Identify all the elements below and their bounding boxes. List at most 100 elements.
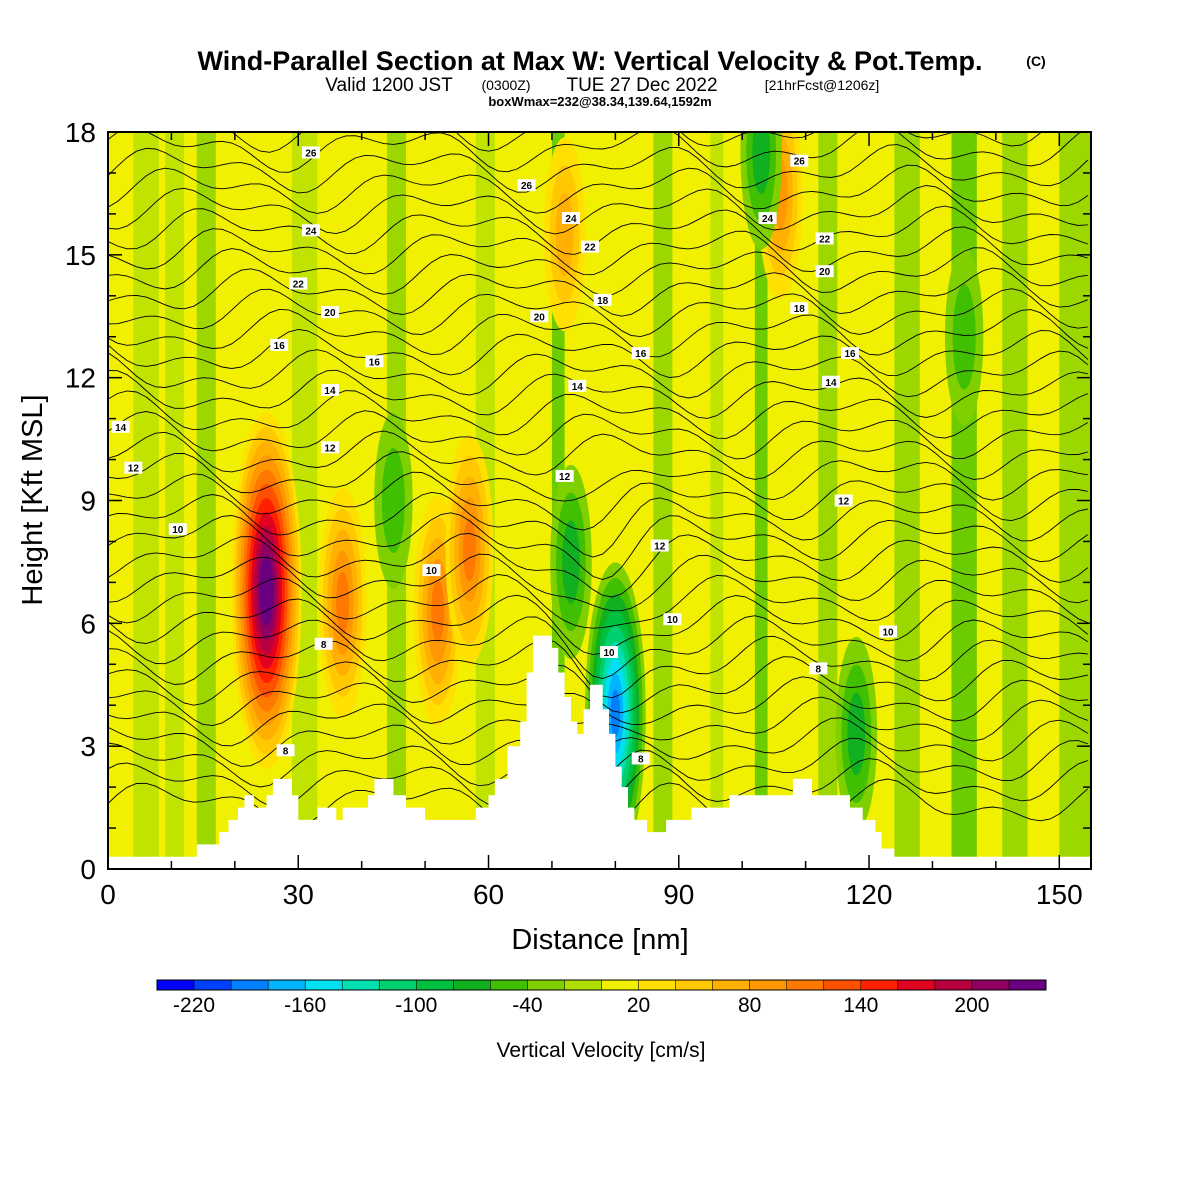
theta-label-bg — [561, 211, 580, 224]
theta-label: 14 — [825, 378, 837, 389]
colorbar-swatch — [675, 980, 714, 990]
colorbar-tick-label: -40 — [512, 994, 542, 1017]
colorbar-swatch — [527, 980, 565, 990]
theta-label-bg — [314, 637, 333, 650]
y-tick-label: 3 — [80, 731, 96, 762]
theta-label: 8 — [321, 640, 327, 651]
w-band — [1002, 132, 1028, 869]
x-tick-label: 60 — [473, 879, 504, 910]
x-axis: 0 30 60 90 120 150 — [100, 132, 1083, 910]
theta-contour — [108, 185, 1088, 235]
colorbar-tick-label: -220 — [173, 994, 215, 1017]
theta-contour — [231, 132, 1043, 153]
colorbar-swatch — [749, 980, 788, 990]
theta-contour — [108, 574, 1088, 629]
colorbar-swatch — [342, 980, 380, 990]
theta-label: 12 — [324, 443, 336, 454]
theta-label-bg — [631, 347, 650, 360]
theta-label-bg — [276, 744, 295, 757]
theta-label: 12 — [838, 497, 850, 508]
theta-label: 10 — [667, 615, 679, 626]
y-tick-label: 12 — [65, 363, 96, 394]
theta-contour — [108, 491, 1088, 558]
w-band — [165, 132, 185, 869]
theta-label-bg — [320, 383, 339, 396]
y-tick-label: 0 — [80, 854, 96, 885]
terrain — [108, 635, 1091, 869]
theta-label-bg — [815, 265, 834, 278]
theta-label-bg — [834, 494, 853, 507]
theta-contour — [108, 308, 1088, 358]
w-band — [710, 132, 724, 869]
theta-label: 10 — [172, 525, 184, 536]
w-cell-ring — [562, 520, 580, 604]
theta-contour — [108, 164, 1089, 214]
theta-label-bg — [841, 347, 860, 360]
colorbar-title: Vertical Velocity [cm/s] — [497, 1039, 706, 1062]
theta-label-bg — [790, 154, 809, 167]
theta-contour — [108, 451, 1088, 502]
theta-label: 26 — [794, 157, 806, 168]
w-band — [653, 132, 673, 869]
theta-label-bg — [320, 306, 339, 319]
theta-label-bg — [815, 232, 834, 245]
colorbar-tick-label: -100 — [395, 994, 437, 1017]
theta-label: 10 — [882, 628, 894, 639]
w-cell-ring — [952, 283, 976, 390]
theta-label: 18 — [794, 304, 806, 315]
theta-label-bg — [320, 441, 339, 454]
theta-label-bg — [530, 310, 549, 323]
theta-label: 14 — [115, 423, 127, 434]
theta-label-bg — [301, 224, 320, 237]
box-max-info: boxWmax=232@38.34,139.64,1592m — [488, 94, 711, 109]
colorbar-swatch — [860, 980, 899, 990]
y-tick-label: 15 — [65, 240, 96, 271]
theta-contour — [108, 471, 1088, 531]
colorbar-swatch — [268, 980, 306, 990]
colorbar-swatch — [786, 980, 825, 990]
theta-label-bg — [124, 461, 143, 474]
theta-label: 10 — [426, 566, 438, 577]
colorbar-swatch — [712, 980, 751, 990]
theta-label-bg — [879, 625, 898, 638]
y-axis-title: Height [Kft MSL] — [17, 394, 49, 605]
theta-label-bg — [365, 355, 384, 368]
w-band — [133, 132, 159, 869]
w-band — [894, 132, 920, 869]
w-cell-ring — [752, 132, 771, 195]
theta-label: 8 — [638, 754, 644, 765]
colorbar-swatch — [897, 980, 936, 990]
theta-label: 20 — [324, 308, 336, 319]
theta-label-bg — [593, 293, 612, 306]
theta-label-bg — [517, 179, 536, 192]
y-tick-label: 6 — [80, 608, 96, 639]
theta-label: 16 — [274, 341, 286, 352]
colorbar-tick-label: 20 — [627, 994, 650, 1017]
theta-contour — [108, 512, 1089, 580]
theta-label-bg — [289, 277, 308, 290]
theta-label-bg — [580, 240, 599, 253]
theta-contour — [108, 430, 1088, 480]
colorbar-swatch — [194, 980, 232, 990]
theta-contour — [108, 144, 1089, 194]
theta-label: 16 — [844, 349, 856, 360]
theta-contour — [108, 288, 1088, 338]
w-band — [754, 132, 768, 869]
theta-label: 22 — [819, 234, 831, 245]
theta-label: 8 — [283, 746, 289, 757]
theta-label: 12 — [559, 472, 571, 483]
forecast-info: [21hrFcst@1206z] — [765, 77, 880, 93]
theta-label: 12 — [128, 464, 140, 475]
theta-label-bg — [270, 338, 289, 351]
plot-area: 26 26 26 24 24 24 22 22 22 20 20 20 18 18 16 16 16 16 14 14… — [108, 132, 1091, 869]
x-tick-label: 120 — [846, 879, 893, 910]
colorbar-swatch — [971, 980, 1010, 990]
theta-label: 16 — [369, 357, 381, 368]
colorbar-swatch — [823, 980, 862, 990]
colorbar-tick-label: 140 — [843, 994, 878, 1017]
valid-time-z: (0300Z) — [481, 77, 530, 93]
w-cell-ring — [336, 571, 350, 635]
theta-label: 24 — [305, 226, 317, 237]
theta-label: 24 — [565, 214, 577, 225]
